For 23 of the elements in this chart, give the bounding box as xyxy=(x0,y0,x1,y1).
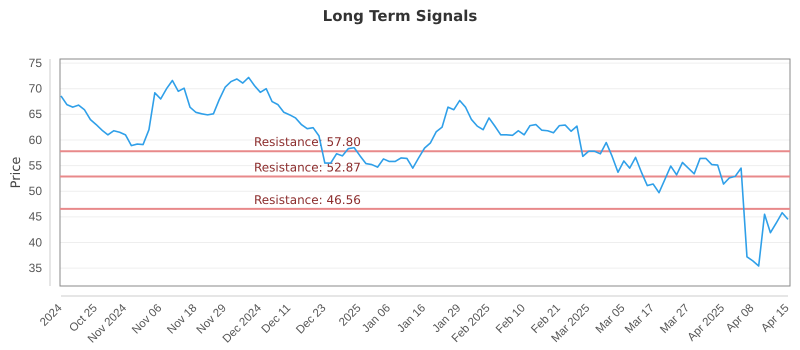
x-tick-label: Dec 23 xyxy=(294,302,329,336)
x-tick-label: Nov 06 xyxy=(130,302,164,336)
x-tick-label: Jan 16 xyxy=(395,302,428,336)
chart-title: Long Term Signals xyxy=(322,7,478,25)
x-tick-label: Mar 17 xyxy=(623,302,657,336)
line-series xyxy=(60,76,789,267)
y-axis-title: Price xyxy=(9,156,24,188)
x-tick-label: Feb 10 xyxy=(494,302,528,336)
y-tick-label: 60 xyxy=(28,132,42,147)
y-tick-label: 65 xyxy=(28,107,42,122)
y-tick-label: 35 xyxy=(28,260,42,275)
y-tick-label: 50 xyxy=(28,184,42,198)
y-tick-label: 70 xyxy=(28,82,42,96)
ref-line-label: Resistance: 46.56 xyxy=(254,192,361,207)
y-tick-label: 55 xyxy=(28,158,42,172)
ref-line-label: Resistance: 52.87 xyxy=(254,160,361,174)
y-tick-label: 75 xyxy=(28,56,42,70)
x-tick-label: Apr 15 xyxy=(759,302,792,335)
y-tick-label: 40 xyxy=(28,235,42,250)
y-tick-label: 45 xyxy=(28,210,42,224)
x-tick-label: Dec 11 xyxy=(260,302,294,336)
x-tick-label: Apr 08 xyxy=(724,302,757,335)
x-tick-label: Jan 06 xyxy=(360,302,394,336)
